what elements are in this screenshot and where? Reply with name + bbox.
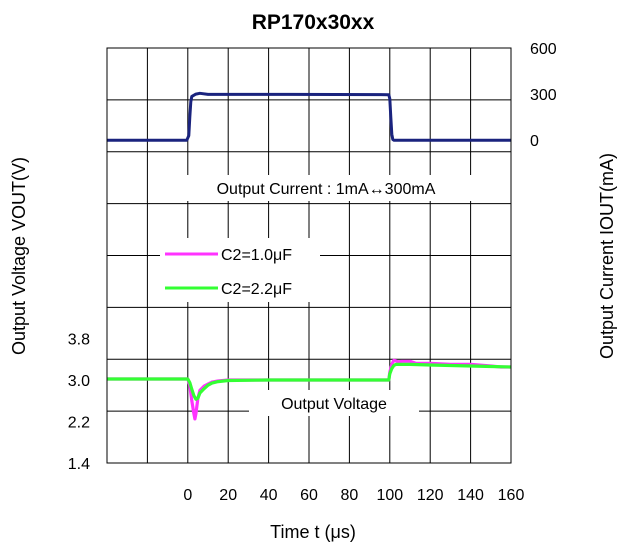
- x-tick-label: 160: [498, 487, 525, 504]
- legend-label: C2=1.0μF: [221, 247, 292, 264]
- y-left-tick-label: 1.4: [68, 456, 90, 473]
- x-tick-label: 60: [300, 487, 318, 504]
- annotation-output-voltage: Output Voltage: [281, 396, 387, 413]
- x-tick-label: 40: [260, 487, 278, 504]
- legend: C2=1.0μF C2=2.2μF: [160, 238, 320, 302]
- plot-frame: [106, 47, 512, 464]
- y-left-tick-label: 3.8: [68, 332, 90, 349]
- x-tick-label: 100: [376, 487, 403, 504]
- x-tick-label: 140: [457, 487, 484, 504]
- series-line-c2-2-2-f: [107, 362, 512, 401]
- y-right-axis-label: Output Current IOUT(mA): [597, 153, 617, 359]
- y-right-tick-label: 600: [530, 41, 557, 58]
- y-right-tick-label: 0: [530, 133, 539, 150]
- x-tick-label: 20: [219, 487, 237, 504]
- y-left-axis-label: Output Voltage VOUT(V): [9, 157, 29, 355]
- annotation-output-current: Output Current : 1mA↔300mA: [217, 181, 436, 198]
- y-right-tick-label: 300: [530, 87, 557, 104]
- chart-title: RP170x30xx: [252, 11, 375, 34]
- x-tick-label: 120: [417, 487, 444, 504]
- grid-label-masks: Output Current : 1mA↔300mA Output Voltage: [176, 175, 476, 416]
- y-right-tick-labels: 0 300 600: [530, 41, 557, 150]
- annotation-output-current-background: [176, 175, 476, 201]
- series-line-output-current: [107, 91, 511, 142]
- y-left-tick-labels: 1.4 2.2 3.0 3.8: [68, 332, 90, 474]
- x-tick-label: 80: [341, 487, 359, 504]
- y-left-tick-label: 3.0: [68, 373, 90, 390]
- annotation-output-voltage-background: [249, 390, 419, 416]
- x-tick-labels: 0 20 40 60 80 100 120 140 160: [183, 487, 524, 504]
- series-group: [107, 91, 512, 421]
- x-tick-label: 0: [183, 487, 192, 504]
- legend-background: [160, 238, 320, 302]
- x-axis-label: Time t (μs): [270, 522, 356, 542]
- y-left-tick-label: 2.2: [68, 415, 90, 432]
- legend-label: C2=2.2μF: [221, 281, 292, 298]
